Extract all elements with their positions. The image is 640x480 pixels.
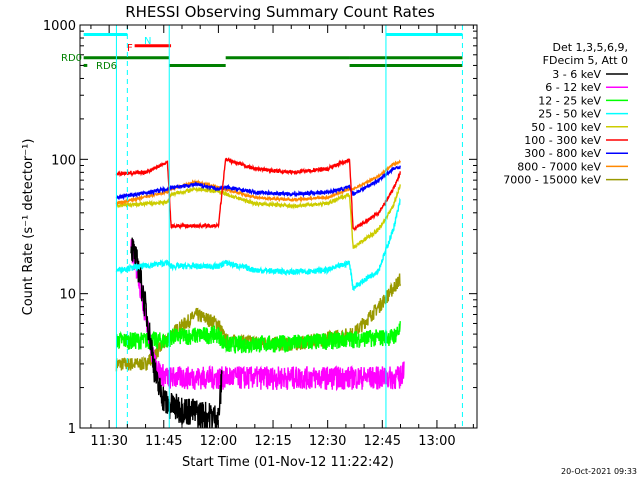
series-line-6: [115, 165, 401, 201]
x-tick-label-5: 12:45: [364, 434, 401, 449]
x-axis-ticks: 11:30 11:45 12:00 12:15 12:30 12:45 13:00: [90, 25, 474, 449]
legend-label-5: 100 - 300 keV: [524, 134, 601, 147]
chart-title: RHESSI Observing Summary Count Rates: [125, 3, 435, 21]
legend-header-2: FDecim 5, Att 0: [543, 54, 628, 67]
legend-label-1: 6 - 12 keV: [545, 81, 601, 94]
legend-label-0: 3 - 6 keV: [552, 68, 601, 81]
legend-label-4: 50 - 100 keV: [531, 121, 601, 134]
series-lines: [115, 156, 405, 429]
timestamp: 20-Oct-2021 09:33: [561, 467, 637, 476]
flag-label-f: F: [127, 43, 133, 54]
x-axis-label: Start Time (01-Nov-12 11:22:42): [182, 455, 394, 470]
legend-header-1: Det 1,3,5,6,9,: [552, 41, 628, 54]
y-axis-label: Count Rate (s⁻¹ detector⁻¹): [21, 139, 36, 316]
series-line-1: [130, 239, 405, 392]
y-axis-ticks: 1 10 100 1000: [43, 19, 477, 437]
legend-label-8: 7000 - 15000 keV: [503, 174, 601, 187]
series-line-0: [130, 237, 223, 429]
x-tick-label-4: 12:30: [309, 434, 346, 449]
flag-label-n: N: [144, 36, 151, 47]
y-tick-label-2: 100: [51, 153, 76, 168]
y-tick-label-1: 10: [59, 288, 76, 303]
x-tick-label-6: 13:00: [418, 434, 455, 449]
flag-label-rd6: RD6: [96, 61, 117, 72]
time-markers: [115, 25, 463, 428]
legend-label-6: 300 - 800 keV: [524, 147, 601, 160]
series-line-7: [115, 159, 401, 207]
legend-label-3: 25 - 50 keV: [538, 108, 601, 121]
series-line-5: [115, 156, 401, 232]
series-line-3: [115, 197, 401, 292]
y-tick-label-0: 1: [68, 422, 76, 437]
flag-bars: [83, 32, 463, 67]
legend-label-2: 12 - 25 keV: [538, 94, 601, 107]
x-tick-label-0: 11:30: [90, 434, 127, 449]
y-tick-label-3: 1000: [43, 19, 76, 34]
x-tick-label-2: 12:00: [200, 434, 237, 449]
legend-label-7: 800 - 7000 keV: [517, 160, 601, 173]
flag-label-rd0: RD0: [61, 53, 82, 64]
series-line-4: [115, 184, 401, 249]
x-tick-label-3: 12:15: [254, 434, 291, 449]
series-line-8: [115, 273, 401, 372]
series-line-2: [116, 321, 401, 354]
x-tick-label-1: 11:45: [145, 434, 182, 449]
plot-frame: [79, 24, 478, 429]
